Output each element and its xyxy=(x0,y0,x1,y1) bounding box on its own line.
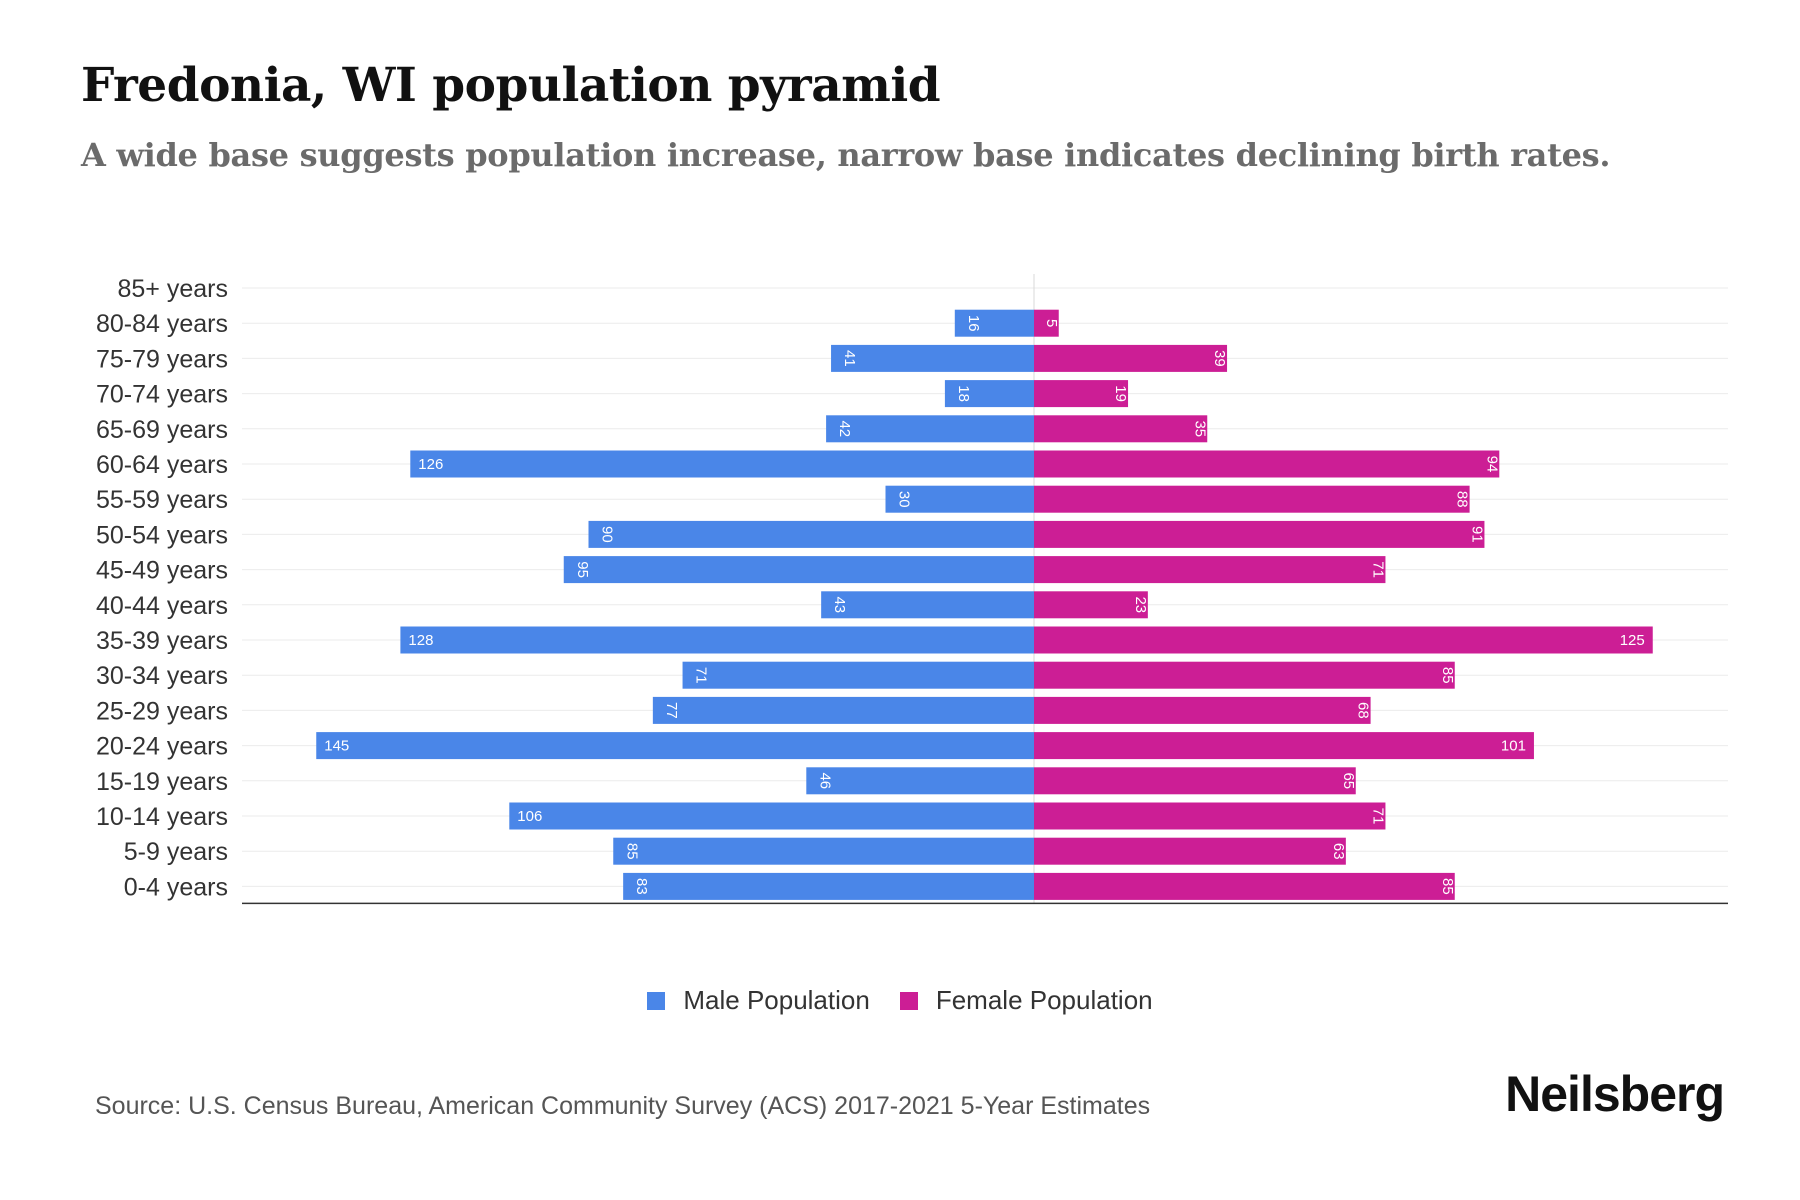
data-label: 18 xyxy=(955,385,972,402)
data-label: 90 xyxy=(599,526,616,543)
male-swatch-icon xyxy=(647,991,666,1010)
category-label: 45-49 years xyxy=(96,557,228,585)
legend-label-female: Female Population xyxy=(935,985,1153,1015)
data-label: 43 xyxy=(831,596,848,613)
male-bar[interactable] xyxy=(563,556,1034,584)
male-bar[interactable] xyxy=(831,344,1034,372)
population-pyramid-chart: 85+ years 80-84 years 75-79 years 70-74 yea… xyxy=(96,274,1728,905)
male-bar[interactable] xyxy=(885,485,1035,513)
data-label: 83 xyxy=(633,878,650,895)
data-label: 41 xyxy=(841,350,858,367)
category-label: 25-29 years xyxy=(96,697,228,725)
male-bar[interactable] xyxy=(509,802,1034,830)
data-label: 30 xyxy=(896,491,913,508)
category-label: 20-24 years xyxy=(96,733,228,761)
data-label: 77 xyxy=(663,702,680,719)
data-label: 71 xyxy=(1369,808,1386,825)
male-bar[interactable] xyxy=(944,380,1034,408)
female-swatch-icon xyxy=(899,991,918,1010)
data-label: 101 xyxy=(1501,738,1526,755)
male-bar[interactable] xyxy=(410,450,1034,478)
chart-subtitle: A wide base suggests population increase… xyxy=(81,136,1611,174)
data-label: 91 xyxy=(1468,526,1485,543)
data-label: 85 xyxy=(1439,667,1456,684)
data-label: 39 xyxy=(1211,350,1228,367)
category-label: 10-14 years xyxy=(96,803,228,831)
male-bar[interactable] xyxy=(806,767,1034,795)
category-label: 0-4 years xyxy=(124,873,228,901)
male-bar[interactable] xyxy=(316,732,1034,760)
female-bar[interactable] xyxy=(1034,309,1059,337)
data-label: 65 xyxy=(1340,772,1357,789)
female-bar[interactable] xyxy=(1034,767,1356,795)
data-label: 88 xyxy=(1454,491,1471,508)
category-label: 5-9 years xyxy=(124,838,228,866)
data-label: 42 xyxy=(836,420,853,437)
data-label: 126 xyxy=(418,456,443,473)
male-bar[interactable] xyxy=(826,415,1034,443)
female-bar[interactable] xyxy=(1034,344,1228,372)
data-label: 85 xyxy=(623,843,640,860)
male-bar[interactable] xyxy=(400,626,1034,654)
male-bar[interactable] xyxy=(954,309,1034,337)
category-label: 15-19 years xyxy=(96,768,228,796)
chart-title: Fredonia, WI population pyramid xyxy=(81,58,941,113)
category-label: 55-59 years xyxy=(96,486,228,514)
category-label: 65-69 years xyxy=(96,416,228,444)
data-label: 71 xyxy=(1369,561,1386,578)
female-bar[interactable] xyxy=(1034,556,1386,584)
data-label: 68 xyxy=(1355,702,1372,719)
brand-logo: Neilsberg xyxy=(1505,1066,1725,1122)
category-label: 70-74 years xyxy=(96,381,228,409)
data-label: 35 xyxy=(1191,420,1208,437)
category-label: 35-39 years xyxy=(96,627,228,655)
legend-item-male[interactable]: Male Population xyxy=(647,985,870,1016)
female-bar[interactable] xyxy=(1034,661,1455,689)
data-label: 106 xyxy=(517,808,542,825)
male-bar[interactable] xyxy=(613,837,1034,865)
female-bar[interactable] xyxy=(1034,485,1470,513)
category-label: 60-64 years xyxy=(96,451,228,479)
data-label: 5 xyxy=(1043,319,1060,327)
legend-item-female[interactable]: Female Population xyxy=(899,985,1153,1016)
category-label: 85+ years xyxy=(118,275,229,303)
data-label: 128 xyxy=(408,632,433,649)
female-bar[interactable] xyxy=(1034,591,1148,619)
female-bar[interactable] xyxy=(1034,802,1386,830)
category-label: 50-54 years xyxy=(96,521,228,549)
male-bar[interactable] xyxy=(652,696,1034,724)
female-bar[interactable] xyxy=(1034,415,1208,443)
chart-legend: Male Population Female Population xyxy=(0,985,1800,1016)
male-bar[interactable] xyxy=(821,591,1034,619)
data-label: 63 xyxy=(1330,843,1347,860)
data-label: 85 xyxy=(1439,878,1456,895)
male-bar[interactable] xyxy=(623,872,1034,900)
category-label: 30-34 years xyxy=(96,662,228,690)
male-bar[interactable] xyxy=(588,520,1035,548)
data-label: 94 xyxy=(1483,456,1500,473)
source-note: Source: U.S. Census Bureau, American Com… xyxy=(95,1092,1151,1120)
data-label: 19 xyxy=(1112,385,1129,402)
female-bar[interactable] xyxy=(1034,696,1371,724)
data-label: 95 xyxy=(574,561,591,578)
male-bar[interactable] xyxy=(682,661,1034,689)
legend-label-male: Male Population xyxy=(683,985,870,1015)
female-bar[interactable] xyxy=(1034,380,1129,408)
data-label: 125 xyxy=(1620,632,1645,649)
data-label: 71 xyxy=(693,667,710,684)
female-bar[interactable] xyxy=(1034,520,1485,548)
data-label: 23 xyxy=(1132,596,1149,613)
category-label: 40-44 years xyxy=(96,592,228,620)
female-bar[interactable] xyxy=(1034,450,1500,478)
category-label: 80-84 years xyxy=(96,310,228,338)
female-bar[interactable] xyxy=(1034,837,1346,865)
female-bar[interactable] xyxy=(1034,732,1534,760)
data-label: 16 xyxy=(965,315,982,332)
female-bar[interactable] xyxy=(1034,872,1455,900)
category-label: 75-79 years xyxy=(96,345,228,373)
female-bar[interactable] xyxy=(1034,626,1653,654)
data-label: 46 xyxy=(816,772,833,789)
data-label: 145 xyxy=(324,738,349,755)
